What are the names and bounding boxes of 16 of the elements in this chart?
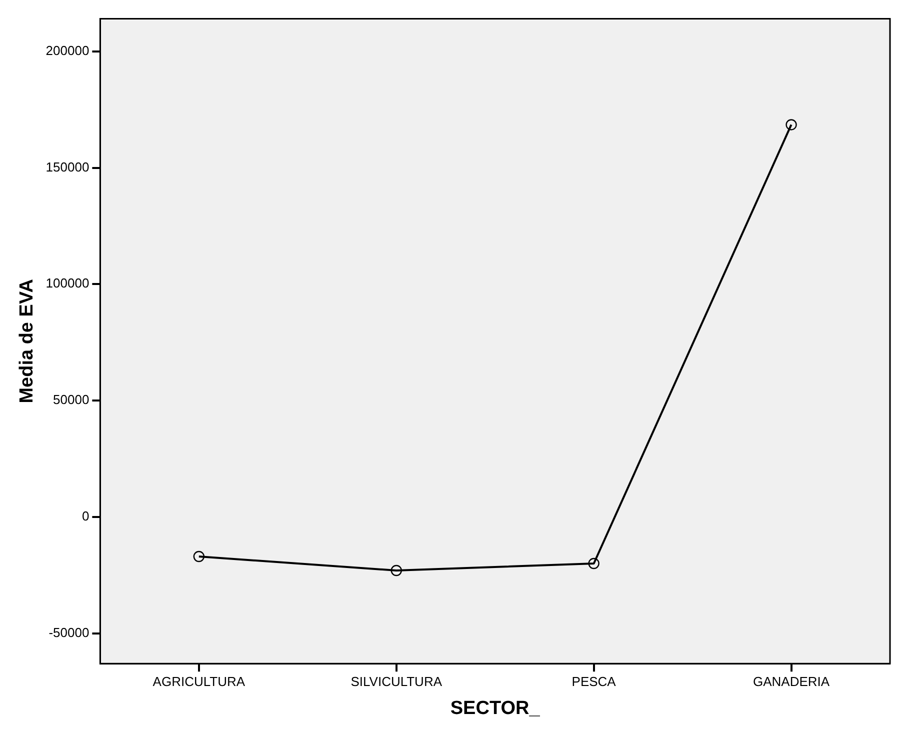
x-tick-label: GANADERIA	[752, 674, 830, 689]
y-axis-title: Media de EVA	[16, 278, 38, 404]
x-tick-label: SILVICULTURA	[350, 674, 442, 689]
x-tick-label: PESCA	[572, 674, 616, 689]
x-axis-title: SECTOR_	[450, 698, 540, 719]
y-tick-label: 100000	[46, 276, 90, 291]
point	[390, 564, 402, 576]
y-tick-label: 150000	[46, 159, 90, 174]
y-tick-label: 50000	[53, 392, 90, 408]
y-tick-label: 200000	[46, 42, 90, 58]
point	[786, 119, 797, 130]
point	[588, 558, 600, 570]
y-tick-label: 0	[82, 508, 90, 524]
point	[193, 550, 205, 562]
x-tick-label: AGRICULTURA	[152, 674, 246, 689]
y-tick-label: -50000	[48, 624, 90, 640]
